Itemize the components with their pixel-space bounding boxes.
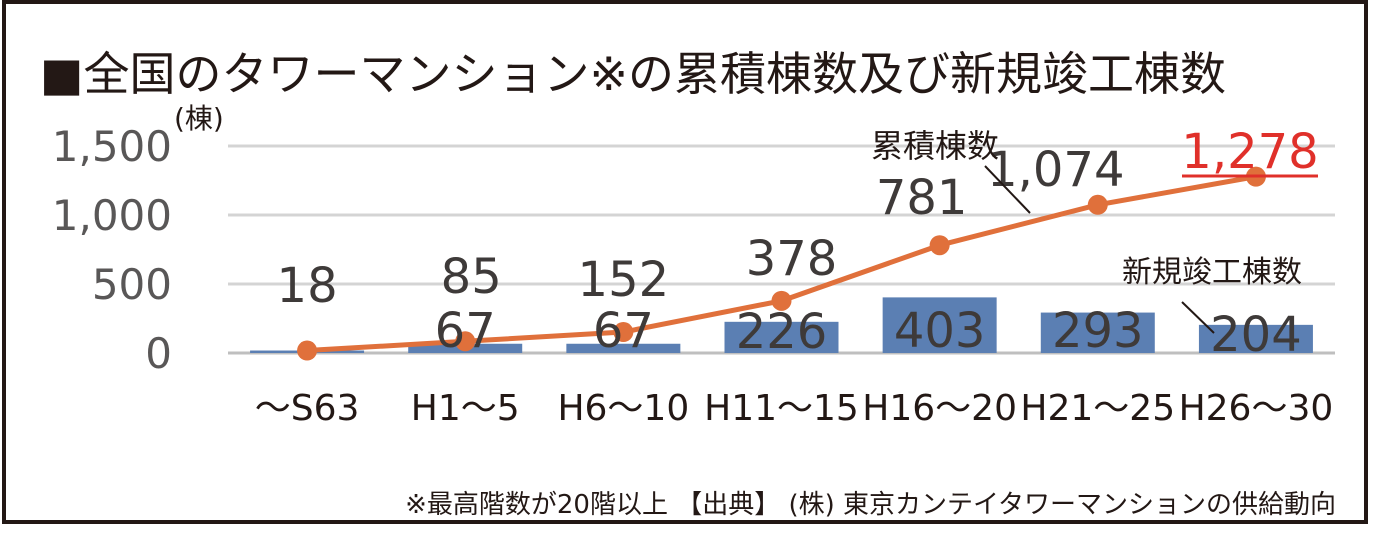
chart-title: ■全国のタワーマンション※の累積棟数及び新規竣工棟数 [40, 47, 1226, 101]
line-point-1 [455, 331, 476, 352]
x-tick-label: H16～20 [862, 388, 1017, 429]
line-value-label: 1,074 [987, 142, 1124, 198]
series-label-cumulative: 累積棟数 [871, 127, 999, 165]
bar-2 [566, 343, 681, 353]
y-tick-label: 0 [145, 329, 172, 378]
bar-value-label: 293 [1052, 303, 1144, 359]
line-point-0 [297, 340, 318, 361]
bar-3 [724, 321, 839, 353]
line-value-label: 781 [876, 170, 968, 226]
y-axis-unit-label: (棟) [174, 102, 224, 135]
line-point-2 [613, 322, 634, 343]
x-tick-label: H26～30 [1179, 388, 1334, 429]
bar-value-label: 67 [435, 303, 496, 359]
x-tick-label: H11～15 [704, 388, 859, 429]
line-value-label: 378 [746, 231, 838, 287]
line-value-label: 152 [578, 252, 670, 308]
y-tick-label: 1,000 [52, 191, 172, 240]
y-tick-label: 1,500 [52, 122, 172, 171]
line-series [297, 166, 1266, 361]
x-tick-label: ～S63 [255, 388, 360, 429]
bar-value-label: 204 [1210, 307, 1302, 363]
line-value-label: 1,278 [1181, 124, 1318, 180]
leader-line-new [1181, 301, 1215, 334]
x-tick-label: H1～5 [411, 388, 520, 429]
bar-value-label: 403 [894, 303, 986, 359]
bar-value-label: 226 [736, 304, 828, 360]
line-point-3 [771, 290, 792, 311]
x-tick-label: H6～10 [557, 388, 689, 429]
bar-4 [882, 297, 997, 353]
bar-5 [1040, 312, 1155, 353]
bar-series [250, 297, 1313, 353]
line-point-4 [929, 235, 950, 256]
line-value-label: 85 [441, 249, 502, 305]
bar-6 [1198, 324, 1313, 353]
footnote: ※最高階数が20階以上 【出典】 (株) 東京カンテイタワーマンションの供給動向 [405, 490, 1336, 520]
chart-frame [2, 0, 1368, 524]
line-point-5 [1087, 194, 1108, 215]
series-label-new: 新規竣工棟数 [1122, 255, 1302, 290]
x-tick-label: H21～25 [1020, 388, 1175, 429]
leader-line-cumulative [984, 165, 1031, 214]
bar-value-label: 67 [593, 303, 654, 359]
line-value-label: 18 [277, 258, 338, 314]
y-tick-label: 500 [92, 260, 172, 309]
